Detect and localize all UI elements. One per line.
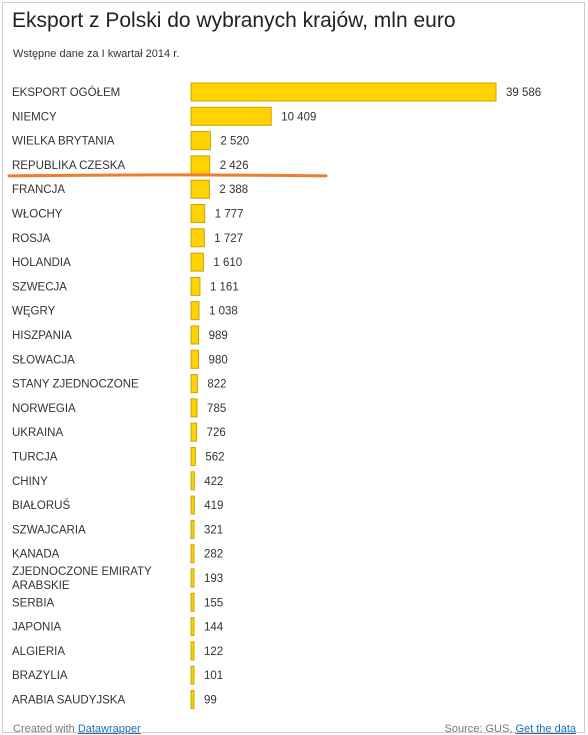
datawrapper-link[interactable]: Datawrapper	[77, 723, 141, 735]
category-label: ARABIA SAUDYJSKA	[12, 695, 125, 707]
chart-title: Eksport z Polski do wybranych krajów, ml…	[12, 9, 456, 32]
category-label: BIAŁORUŚ	[12, 499, 70, 512]
footer-credit: Created with Datawrapper	[13, 723, 141, 735]
category-label: HISZPANIA	[12, 330, 72, 342]
category-label: BRAZYLIA	[12, 670, 68, 682]
bar	[190, 544, 195, 564]
bar	[190, 519, 195, 539]
value-label: 822	[207, 379, 226, 391]
category-label: SERBIA	[12, 597, 55, 609]
bar	[190, 617, 195, 637]
chart-subtitle: Wstępne dane za I kwartał 2014 r.	[13, 48, 180, 60]
category-label: CHINY	[12, 476, 48, 488]
bar	[190, 592, 195, 612]
category-label: UKRAINA	[12, 427, 63, 439]
highlight-underline	[7, 173, 328, 178]
category-label: ROSJA	[12, 233, 51, 245]
category-label: FRANCJA	[12, 184, 65, 196]
value-label: 785	[207, 403, 226, 415]
value-label: 122	[204, 646, 223, 658]
value-label: 1 777	[215, 209, 244, 221]
value-label: 155	[204, 597, 223, 609]
category-label: SZWECJA	[12, 281, 67, 293]
value-label: 422	[204, 476, 223, 488]
bar	[190, 398, 198, 418]
category-label: HOLANDIA	[12, 257, 71, 269]
bar	[190, 276, 201, 296]
category-label: WIELKA BRYTANIA	[12, 136, 115, 148]
bar	[190, 106, 272, 126]
get-the-data-link[interactable]: Get the data	[515, 723, 576, 735]
category-label: REPUBLIKA CZESKA	[12, 160, 125, 172]
bar	[190, 252, 204, 272]
value-label: 1 610	[213, 257, 242, 269]
bar	[190, 179, 210, 199]
bar	[190, 131, 211, 151]
bar	[190, 228, 205, 248]
bar	[190, 471, 195, 491]
value-label: 39 586	[506, 87, 541, 99]
value-label: 10 409	[281, 111, 316, 123]
value-label: 193	[204, 573, 223, 585]
category-label: WŁOCHY	[12, 209, 63, 221]
footer-source-prefix: Source: GUS,	[444, 723, 516, 735]
value-label: 282	[204, 549, 223, 561]
category-label: ALGIERIA	[12, 646, 65, 658]
category-label: WĘGRY	[12, 306, 56, 318]
bar	[190, 422, 198, 442]
value-label: 2 426	[220, 160, 249, 172]
bar	[190, 641, 195, 661]
category-label: SZWAJCARIA	[12, 524, 86, 536]
value-label: 989	[209, 330, 228, 342]
category-label: JAPONIA	[12, 622, 62, 634]
category-label: ZJEDNOCZONE EMIRATY ARABSKIE	[12, 566, 152, 592]
bar	[190, 374, 198, 394]
category-label: SŁOWACJA	[12, 354, 75, 366]
category-label: NIEMCY	[12, 111, 57, 123]
value-label: 1 727	[214, 233, 243, 245]
value-label: 99	[204, 695, 217, 707]
value-label: 726	[207, 427, 226, 439]
bar	[190, 690, 195, 709]
bar	[190, 349, 200, 369]
category-label: NORWEGIA	[12, 403, 76, 415]
bar	[190, 447, 196, 466]
value-label: 2 520	[220, 136, 249, 148]
bar	[190, 204, 206, 223]
bar	[190, 495, 195, 515]
value-label: 1 038	[209, 306, 238, 318]
value-label: 2 388	[219, 184, 248, 196]
category-label: KANADA	[12, 549, 60, 561]
category-label: STANY ZJEDNOCZONE	[12, 379, 139, 391]
value-label: 419	[204, 500, 223, 512]
bar	[190, 665, 195, 685]
bar	[190, 568, 195, 588]
value-label: 980	[209, 354, 228, 366]
value-label: 144	[204, 622, 224, 634]
value-label: 321	[204, 524, 223, 536]
value-label: 1 161	[210, 281, 239, 293]
bar	[190, 82, 497, 102]
footer-source: Source: GUS, Get the data	[445, 723, 576, 735]
bar	[190, 155, 211, 175]
bar	[190, 301, 200, 321]
bar	[190, 325, 200, 345]
value-label: 101	[204, 670, 223, 682]
category-label: TURCJA	[12, 452, 58, 464]
footer-credit-prefix: Created with	[13, 723, 78, 735]
value-label: 562	[205, 452, 224, 464]
category-label: EKSPORT OGÓŁEM	[12, 86, 120, 99]
